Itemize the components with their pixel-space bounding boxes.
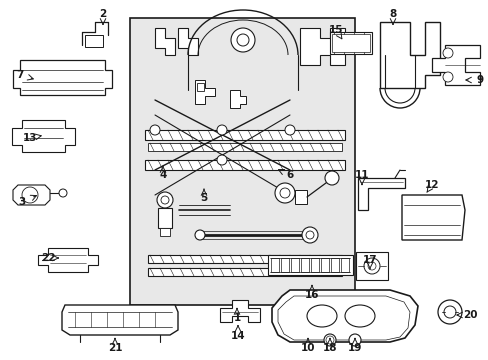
Bar (267, 255, 352, 275)
Bar (85, 35, 103, 47)
Text: 9: 9 (475, 75, 483, 85)
Circle shape (348, 334, 360, 346)
Bar (310, 258, 318, 272)
Bar (301, 258, 308, 272)
Polygon shape (357, 178, 404, 210)
Text: 3: 3 (19, 197, 25, 207)
Circle shape (305, 231, 313, 239)
Polygon shape (229, 90, 245, 108)
Bar (270, 258, 279, 272)
Circle shape (367, 262, 375, 270)
Polygon shape (431, 45, 479, 85)
Polygon shape (195, 80, 215, 104)
Text: 13: 13 (23, 133, 37, 143)
Bar (355, 252, 387, 280)
Bar (148, 143, 341, 151)
Text: 21: 21 (107, 343, 122, 353)
Circle shape (157, 192, 173, 208)
Bar (145, 130, 345, 140)
Bar (160, 228, 170, 236)
Polygon shape (38, 248, 98, 272)
Circle shape (195, 230, 204, 240)
Bar (197, 83, 203, 91)
Circle shape (280, 188, 289, 198)
Circle shape (442, 72, 452, 82)
Polygon shape (12, 120, 75, 152)
Bar (148, 255, 341, 263)
Polygon shape (178, 28, 198, 55)
Polygon shape (62, 305, 178, 335)
Text: 20: 20 (462, 310, 476, 320)
Text: 8: 8 (388, 9, 396, 19)
Circle shape (274, 183, 294, 203)
Text: 5: 5 (200, 193, 207, 203)
Bar (145, 160, 345, 170)
Text: 15: 15 (328, 25, 343, 35)
Circle shape (285, 125, 294, 135)
Text: 6: 6 (286, 170, 293, 180)
Circle shape (217, 155, 226, 165)
Polygon shape (271, 290, 417, 342)
Circle shape (230, 28, 254, 52)
Polygon shape (155, 28, 175, 55)
Polygon shape (220, 300, 260, 322)
Bar (329, 32, 371, 54)
Text: 17: 17 (362, 255, 377, 265)
Circle shape (161, 196, 169, 204)
Circle shape (363, 258, 379, 274)
Text: 14: 14 (230, 331, 245, 341)
Bar (330, 258, 338, 272)
Ellipse shape (306, 305, 336, 327)
Circle shape (324, 334, 335, 346)
Text: 16: 16 (304, 290, 319, 300)
Text: 22: 22 (41, 253, 55, 263)
Polygon shape (299, 28, 345, 65)
Text: 10: 10 (300, 343, 315, 353)
Text: 19: 19 (347, 343, 362, 353)
Bar (290, 258, 298, 272)
Text: 2: 2 (99, 9, 106, 19)
Bar (320, 258, 328, 272)
Bar (281, 258, 288, 272)
Circle shape (217, 125, 226, 135)
Bar (158, 208, 172, 228)
Circle shape (237, 34, 248, 46)
Bar (331, 34, 369, 52)
Circle shape (302, 227, 317, 243)
Polygon shape (13, 185, 50, 205)
Bar (294, 190, 306, 204)
Text: 7: 7 (16, 70, 23, 80)
Polygon shape (401, 195, 464, 240)
Text: 12: 12 (424, 180, 438, 190)
Circle shape (443, 306, 455, 318)
Ellipse shape (345, 305, 374, 327)
Bar (130, 18, 354, 305)
Bar (148, 268, 341, 276)
Text: 4: 4 (159, 170, 166, 180)
Circle shape (442, 48, 452, 58)
Circle shape (150, 125, 160, 135)
Circle shape (325, 171, 338, 185)
Polygon shape (13, 60, 112, 95)
Text: 1: 1 (233, 313, 240, 323)
Circle shape (59, 189, 67, 197)
Text: 11: 11 (354, 170, 368, 180)
Circle shape (437, 300, 461, 324)
Text: 18: 18 (322, 343, 337, 353)
Bar (340, 258, 348, 272)
Polygon shape (379, 22, 439, 88)
